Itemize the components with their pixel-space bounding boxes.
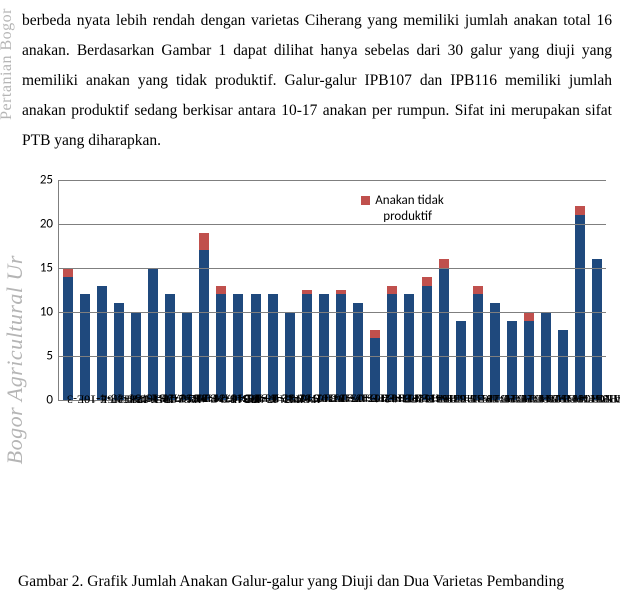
bar-main <box>302 294 312 400</box>
bar-top <box>524 312 534 321</box>
bar-main <box>216 294 226 400</box>
ytick-label: 10 <box>31 305 53 320</box>
body-paragraph: berbeda nyata lebih rendah dengan variet… <box>22 6 612 156</box>
bar-main <box>63 277 73 400</box>
ytick-label: 15 <box>31 261 53 276</box>
bar-top <box>63 268 73 277</box>
x-axis-labels: IPB107-F-16E-3IPB107- F-16E-10IPB107- F-… <box>58 402 605 552</box>
bar-top <box>387 286 397 295</box>
bar-main <box>558 330 568 400</box>
bar-top <box>216 286 226 295</box>
grid-line <box>59 180 606 181</box>
bar-main <box>490 303 500 400</box>
bar-main <box>439 268 449 400</box>
ytick-label: 25 <box>31 173 53 188</box>
grid-line <box>59 224 606 225</box>
bar-main <box>404 294 414 400</box>
bar-main <box>524 321 534 400</box>
bar-main <box>97 286 107 400</box>
bar-main <box>199 250 209 400</box>
bar-main <box>473 294 483 400</box>
watermark-bottom: Bogor Agricultural Ur <box>2 255 28 464</box>
bar-top <box>370 330 380 339</box>
ytick-label: 5 <box>31 349 53 364</box>
bar-main <box>456 321 466 400</box>
bar-main <box>575 215 585 400</box>
bar-main <box>268 294 278 400</box>
bar-main <box>80 294 90 400</box>
bar-main <box>353 303 363 400</box>
ytick-label: 20 <box>31 217 53 232</box>
bar-main <box>592 259 602 400</box>
bar-main <box>233 294 243 400</box>
figure-caption: Gambar 2. Grafik Jumlah Anakan Galur-gal… <box>18 573 618 591</box>
bar-top <box>199 233 209 251</box>
bar-main <box>387 294 397 400</box>
bar-top <box>422 277 432 286</box>
watermark-top: Pertanian Bogor <box>0 8 16 120</box>
bar-chart: 0510152025 IPB107-F-16E-3IPB107- F-16E-1… <box>30 180 605 580</box>
bar-main <box>251 294 261 400</box>
bar-main <box>148 268 158 400</box>
bar-main <box>165 294 175 400</box>
bar-container <box>59 180 606 400</box>
bar-top <box>336 290 346 294</box>
bar-main <box>114 303 124 400</box>
bar-top <box>302 290 312 294</box>
bar-main <box>336 294 346 400</box>
grid-line <box>59 356 606 357</box>
bar-main <box>319 294 329 400</box>
plot-area <box>58 180 606 401</box>
legend-swatch <box>361 196 370 205</box>
grid-line <box>59 268 606 269</box>
ytick-label: 0 <box>31 393 53 408</box>
bar-main <box>422 286 432 400</box>
bar-top <box>439 259 449 268</box>
legend-label: Anakan tidakproduktif <box>375 193 443 225</box>
bar-top <box>473 286 483 295</box>
grid-line <box>59 312 606 313</box>
bar-top <box>575 206 585 215</box>
bar-main <box>507 321 517 400</box>
legend: Anakan tidakproduktif <box>375 193 443 225</box>
